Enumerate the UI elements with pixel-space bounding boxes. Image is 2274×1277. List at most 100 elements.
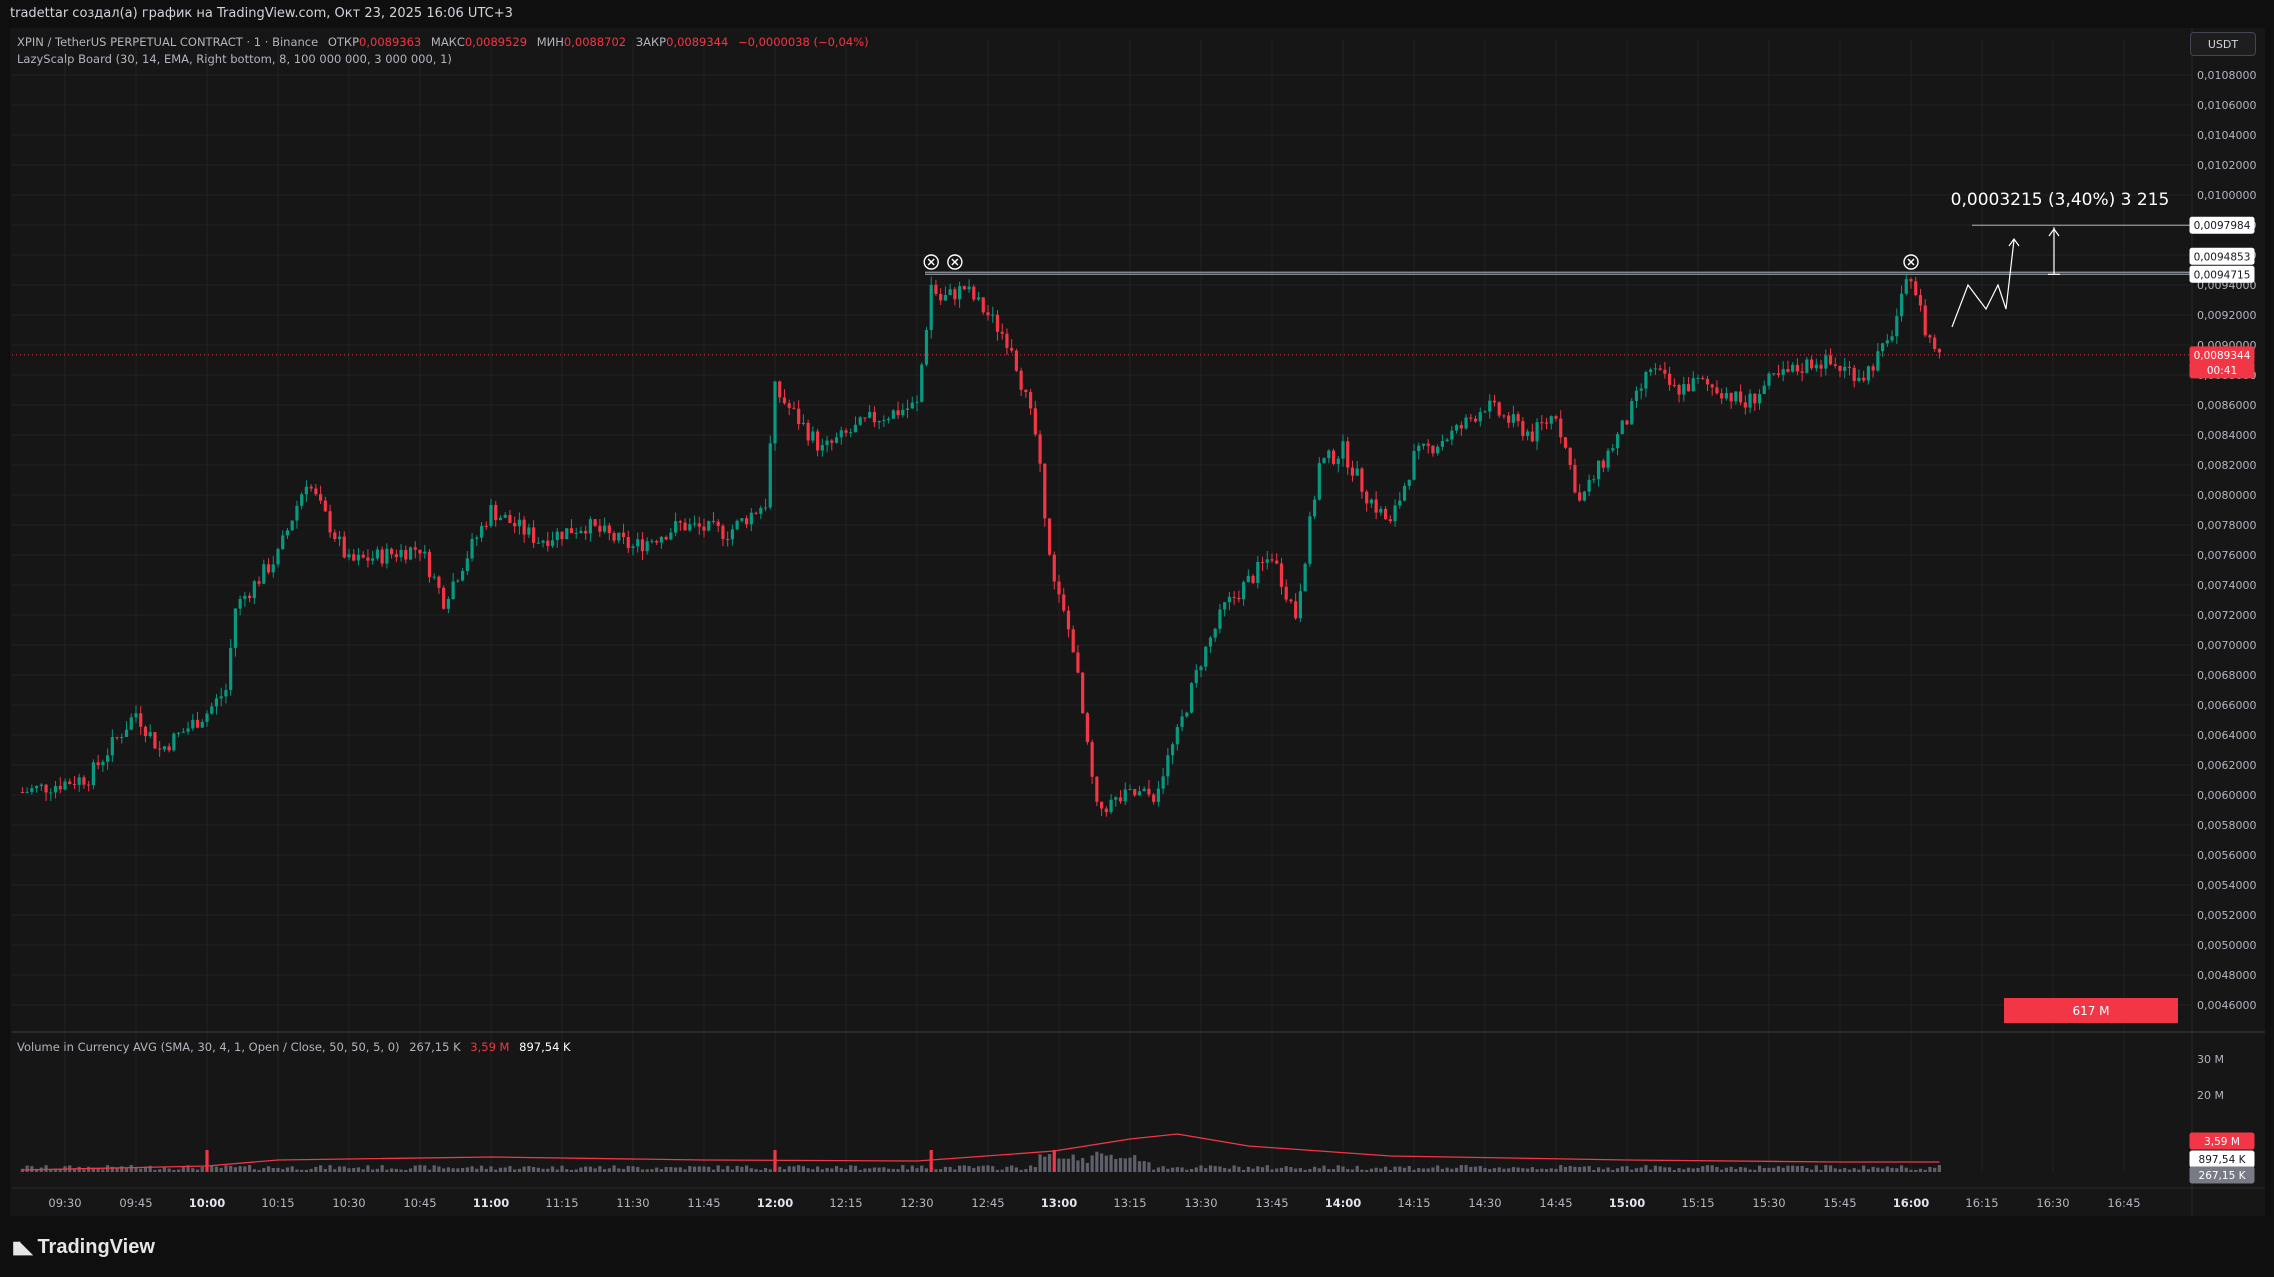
candle (555, 528, 559, 548)
marker-cross-b (1907, 258, 1915, 266)
candle-body (352, 554, 356, 561)
volume-bar (887, 1168, 891, 1172)
price-tick-label: 0,0092000 (2197, 309, 2257, 322)
candle-body (801, 422, 805, 425)
close-label: ЗАКР (635, 35, 667, 49)
candle (958, 281, 962, 308)
volume-bar (1668, 1167, 1672, 1172)
candle (1081, 671, 1085, 714)
lazyscalp-board-box (2004, 998, 2178, 1023)
candle (375, 546, 379, 561)
tradingview-brand[interactable]: ▮◣ TradingView (12, 1236, 155, 1259)
candle-body (1464, 417, 1468, 429)
candle-body (778, 381, 782, 398)
volume-bar (465, 1167, 469, 1172)
badge-level-lo-text: 0,0094715 (2194, 269, 2251, 281)
volume-bar (1776, 1166, 1781, 1172)
candle (1530, 423, 1534, 443)
volume-bar (612, 1165, 616, 1172)
candle-body (1535, 422, 1539, 442)
volume-bar (1033, 1167, 1037, 1172)
candle-body (271, 564, 275, 573)
candle (1114, 796, 1118, 807)
indicator-legend[interactable]: LazyScalp Board (30, 14, EMA, Right bott… (17, 52, 452, 66)
candle (1464, 414, 1468, 430)
candle (1492, 394, 1497, 407)
candle-body (465, 558, 469, 571)
candle-body (1918, 295, 1923, 306)
candle-body (366, 557, 370, 561)
candle-body (1303, 563, 1307, 592)
marker-ring (923, 254, 939, 270)
candle-body (1057, 581, 1061, 595)
candle-body (1289, 599, 1293, 602)
volume-bar (1644, 1165, 1648, 1172)
volume-bar (1156, 1167, 1160, 1172)
volume-bar (1270, 1169, 1274, 1172)
candle (735, 519, 739, 531)
chart-pane[interactable] (10, 28, 2265, 1216)
currency-button[interactable]: USDT (2190, 32, 2256, 56)
candle (768, 435, 772, 510)
volume-bar (219, 1167, 223, 1172)
candle (745, 515, 749, 529)
candle (1701, 375, 1705, 381)
candle-body (749, 512, 753, 525)
volume-bar (328, 1165, 332, 1172)
candle-body (1388, 519, 1392, 522)
candle-body (1871, 366, 1875, 371)
candle-body (1038, 434, 1042, 464)
time-tick-label: 14:30 (1468, 1196, 1501, 1210)
candle (546, 531, 550, 552)
volume-bar (1691, 1168, 1695, 1172)
candle-body (1767, 373, 1771, 386)
candle (1152, 792, 1156, 805)
volume-bar (1639, 1167, 1643, 1172)
volume-bar (1843, 1167, 1847, 1172)
candle (1644, 370, 1648, 398)
candle-body (408, 547, 413, 560)
candle (1549, 415, 1553, 430)
volume-bar (1630, 1169, 1634, 1172)
candle-body (1582, 491, 1586, 501)
candle-body (702, 526, 706, 531)
volume-bar (1677, 1168, 1681, 1172)
candle-body (863, 417, 867, 419)
volume-bar (1540, 1168, 1544, 1172)
candle (1668, 366, 1672, 391)
volume-legend[interactable]: Volume in Currency AVG (SMA, 30, 4, 1, O… (17, 1040, 577, 1054)
candle (740, 518, 744, 523)
volume-bar (1805, 1167, 1809, 1172)
candle-body (1218, 609, 1222, 629)
volume-bar (1213, 1166, 1217, 1172)
candle (1847, 361, 1852, 376)
volume-bar (162, 1167, 166, 1172)
candle-body (1923, 305, 1927, 336)
candle-body (1047, 518, 1052, 555)
volume-bar (1862, 1165, 1866, 1172)
candle (205, 710, 209, 727)
candle-body (825, 440, 829, 446)
price-tick-label: 0,0106000 (2197, 99, 2257, 112)
volume-bar (806, 1168, 810, 1172)
candle-body (726, 539, 730, 541)
candle (177, 731, 181, 738)
volume-bar (361, 1169, 365, 1172)
volume-bar (550, 1166, 555, 1172)
volume-bar (811, 1169, 815, 1172)
candle-body (1753, 393, 1757, 404)
volume-bar (1279, 1167, 1284, 1172)
volume-bar (1166, 1168, 1170, 1172)
candle (1933, 334, 1937, 352)
candle (1928, 334, 1932, 344)
candle (158, 740, 162, 757)
candle-body (375, 549, 379, 559)
candle (172, 732, 176, 752)
price-tick-label: 0,0056000 (2197, 849, 2257, 862)
candle (1260, 556, 1265, 572)
volume-bar (1218, 1166, 1222, 1172)
volume-bar (177, 1169, 181, 1172)
candle-body (1459, 425, 1463, 429)
volume-bar (986, 1165, 990, 1172)
